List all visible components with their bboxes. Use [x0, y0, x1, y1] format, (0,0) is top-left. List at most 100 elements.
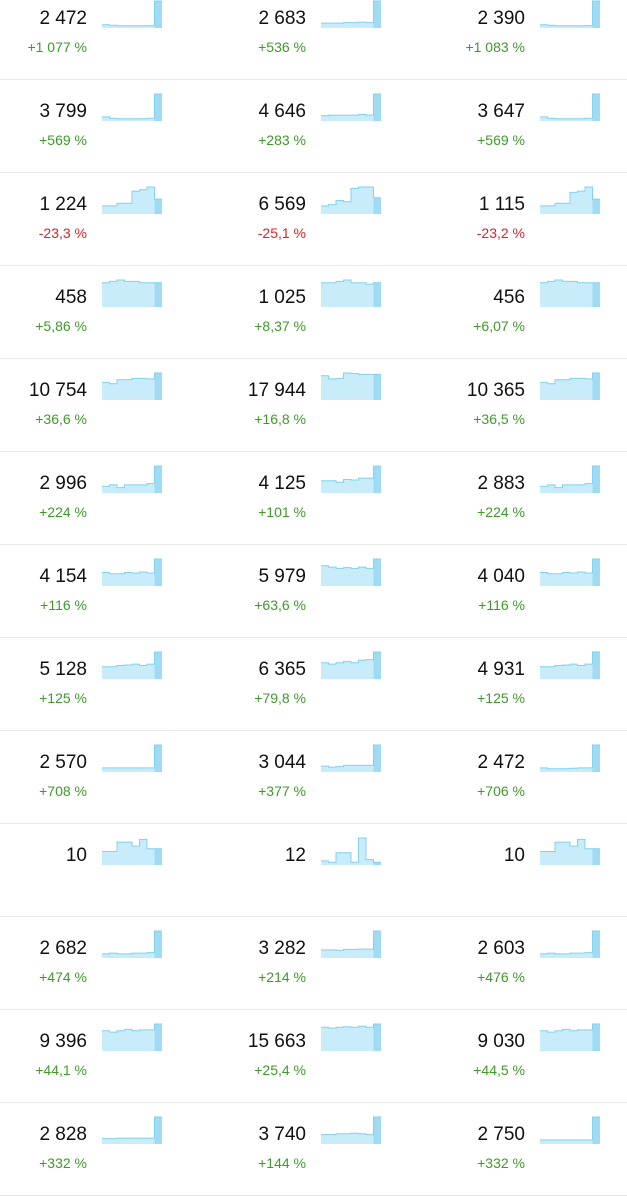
metrics-row: 9 396 +44,1 % 15 663 +25,4 % 9 030 +44,5 % — [0, 1010, 627, 1103]
metric-cell: 4 931 +125 % — [438, 638, 627, 730]
metric-cell: 10 365 +36,5 % — [438, 359, 627, 451]
sparkline-line — [321, 0, 381, 24]
sparkline-chart — [540, 558, 600, 586]
sparkline-last-bar — [373, 862, 381, 865]
metric-value: 3 647 — [477, 101, 525, 122]
metric-value: 5 128 — [39, 659, 87, 680]
sparkline-area — [321, 94, 381, 121]
metric-value: 2 828 — [39, 1124, 87, 1145]
metric-change: +1 083 % — [465, 39, 525, 55]
sparkline-line — [102, 1023, 162, 1033]
sparkline-chart — [540, 93, 600, 121]
metric-change: +474 % — [39, 969, 87, 985]
sparkline-line — [102, 744, 162, 769]
sparkline-last-bar — [154, 931, 162, 958]
sparkline-chart — [102, 838, 162, 865]
metric-change: +125 % — [39, 690, 87, 706]
sparkline-line — [102, 838, 162, 852]
metric-cell: 4 125 +101 % — [219, 452, 428, 544]
metric-cell: 4 646 +283 % — [219, 80, 428, 172]
metric-cell: 1 115 -23,2 % — [438, 173, 627, 265]
metric-value: 6 365 — [258, 659, 306, 680]
sparkline-last-bar — [373, 282, 381, 307]
sparkline-line — [102, 930, 162, 955]
metric-value: 2 682 — [39, 938, 87, 959]
metric-change: +377 % — [258, 783, 306, 799]
sparkline-line — [321, 744, 381, 768]
sparkline-line — [102, 651, 162, 668]
sparkline-last-bar — [592, 652, 600, 679]
sparkline-area — [102, 1117, 162, 1144]
sparkline-line — [540, 279, 600, 284]
sparkline-area — [540, 1024, 600, 1051]
sparkline-line — [102, 372, 162, 385]
metric-cell: 2 828 +332 % — [0, 1103, 209, 1195]
sparkline-chart — [540, 930, 600, 958]
sparkline-chart — [102, 1023, 162, 1051]
sparkline-chart — [102, 558, 162, 586]
metric-cell: 6 569 -25,1 % — [219, 173, 428, 265]
sparkline-chart — [321, 1116, 381, 1144]
sparkline-area — [540, 280, 600, 307]
sparkline-area — [102, 280, 162, 307]
sparkline-chart — [321, 651, 381, 679]
sparkline-chart — [540, 279, 600, 307]
metric-cell: 2 883 +224 % — [438, 452, 627, 544]
sparkline-last-bar — [592, 931, 600, 958]
sparkline-chart — [102, 744, 162, 772]
metric-change: +332 % — [477, 1155, 525, 1171]
metric-value: 2 472 — [477, 752, 525, 773]
metric-value: 3 044 — [258, 752, 306, 773]
metric-change: +25,4 % — [254, 1062, 306, 1078]
sparkline-chart — [540, 0, 600, 28]
metric-change: +536 % — [258, 39, 306, 55]
sparkline-line — [102, 186, 162, 207]
sparkline-line — [321, 558, 381, 569]
metrics-row: 1 224 -23,3 % 6 569 -25,1 % 1 115 -23,2 % — [0, 173, 627, 266]
sparkline-last-bar — [154, 848, 162, 865]
sparkline-last-bar — [592, 848, 600, 865]
sparkline-chart — [321, 186, 381, 214]
sparkline-last-bar — [373, 559, 381, 586]
sparkline-last-bar — [373, 931, 381, 958]
metrics-row: 2 570 +708 % 3 044 +377 % 2 472 +706 % — [0, 731, 627, 824]
metric-change: +8,37 % — [254, 318, 306, 334]
sparkline-last-bar — [373, 466, 381, 493]
sparkline-last-bar — [154, 282, 162, 307]
metric-cell: 2 996 +224 % — [0, 452, 209, 544]
metric-cell: 2 570 +708 % — [0, 731, 209, 823]
sparkline-line — [102, 465, 162, 489]
metric-change: +116 % — [40, 597, 87, 613]
sparkline-area — [321, 280, 381, 307]
metric-change: +44,1 % — [35, 1062, 87, 1078]
sparkline-chart — [540, 651, 600, 679]
metric-change: +706 % — [477, 783, 525, 799]
sparkline-area — [540, 1, 600, 28]
sparkline-area — [102, 94, 162, 121]
sparkline-chart — [321, 837, 381, 865]
sparkline-area — [540, 466, 600, 493]
sparkline-chart — [102, 0, 162, 28]
sparkline-chart — [102, 93, 162, 121]
metric-change: +332 % — [39, 1155, 87, 1171]
metric-change: +569 % — [39, 132, 87, 148]
sparkline-last-bar — [154, 1117, 162, 1144]
sparkline-last-bar — [154, 373, 162, 400]
metric-cell: 2 683 +536 % — [219, 0, 428, 79]
sparkline-chart — [540, 186, 600, 214]
metric-change: +224 % — [39, 504, 87, 520]
metrics-row: 4 154 +116 % 5 979 +63,6 % 4 040 +116 % — [0, 545, 627, 638]
metrics-row: 2 472 +1 077 % 2 683 +536 % 2 390 +1 083 % — [0, 0, 627, 80]
metric-cell: 2 472 +706 % — [438, 731, 627, 823]
sparkline-chart — [102, 372, 162, 400]
sparkline-chart — [102, 465, 162, 493]
metric-value: 2 603 — [477, 938, 525, 959]
sparkline-area — [321, 1024, 381, 1051]
sparkline-last-bar — [373, 1117, 381, 1144]
sparkline-last-bar — [373, 94, 381, 121]
sparkline-chart — [321, 93, 381, 121]
metric-cell: 10 — [0, 824, 209, 916]
sparkline-line — [321, 930, 381, 951]
sparkline-chart — [102, 1116, 162, 1144]
metric-value: 9 030 — [477, 1031, 525, 1052]
